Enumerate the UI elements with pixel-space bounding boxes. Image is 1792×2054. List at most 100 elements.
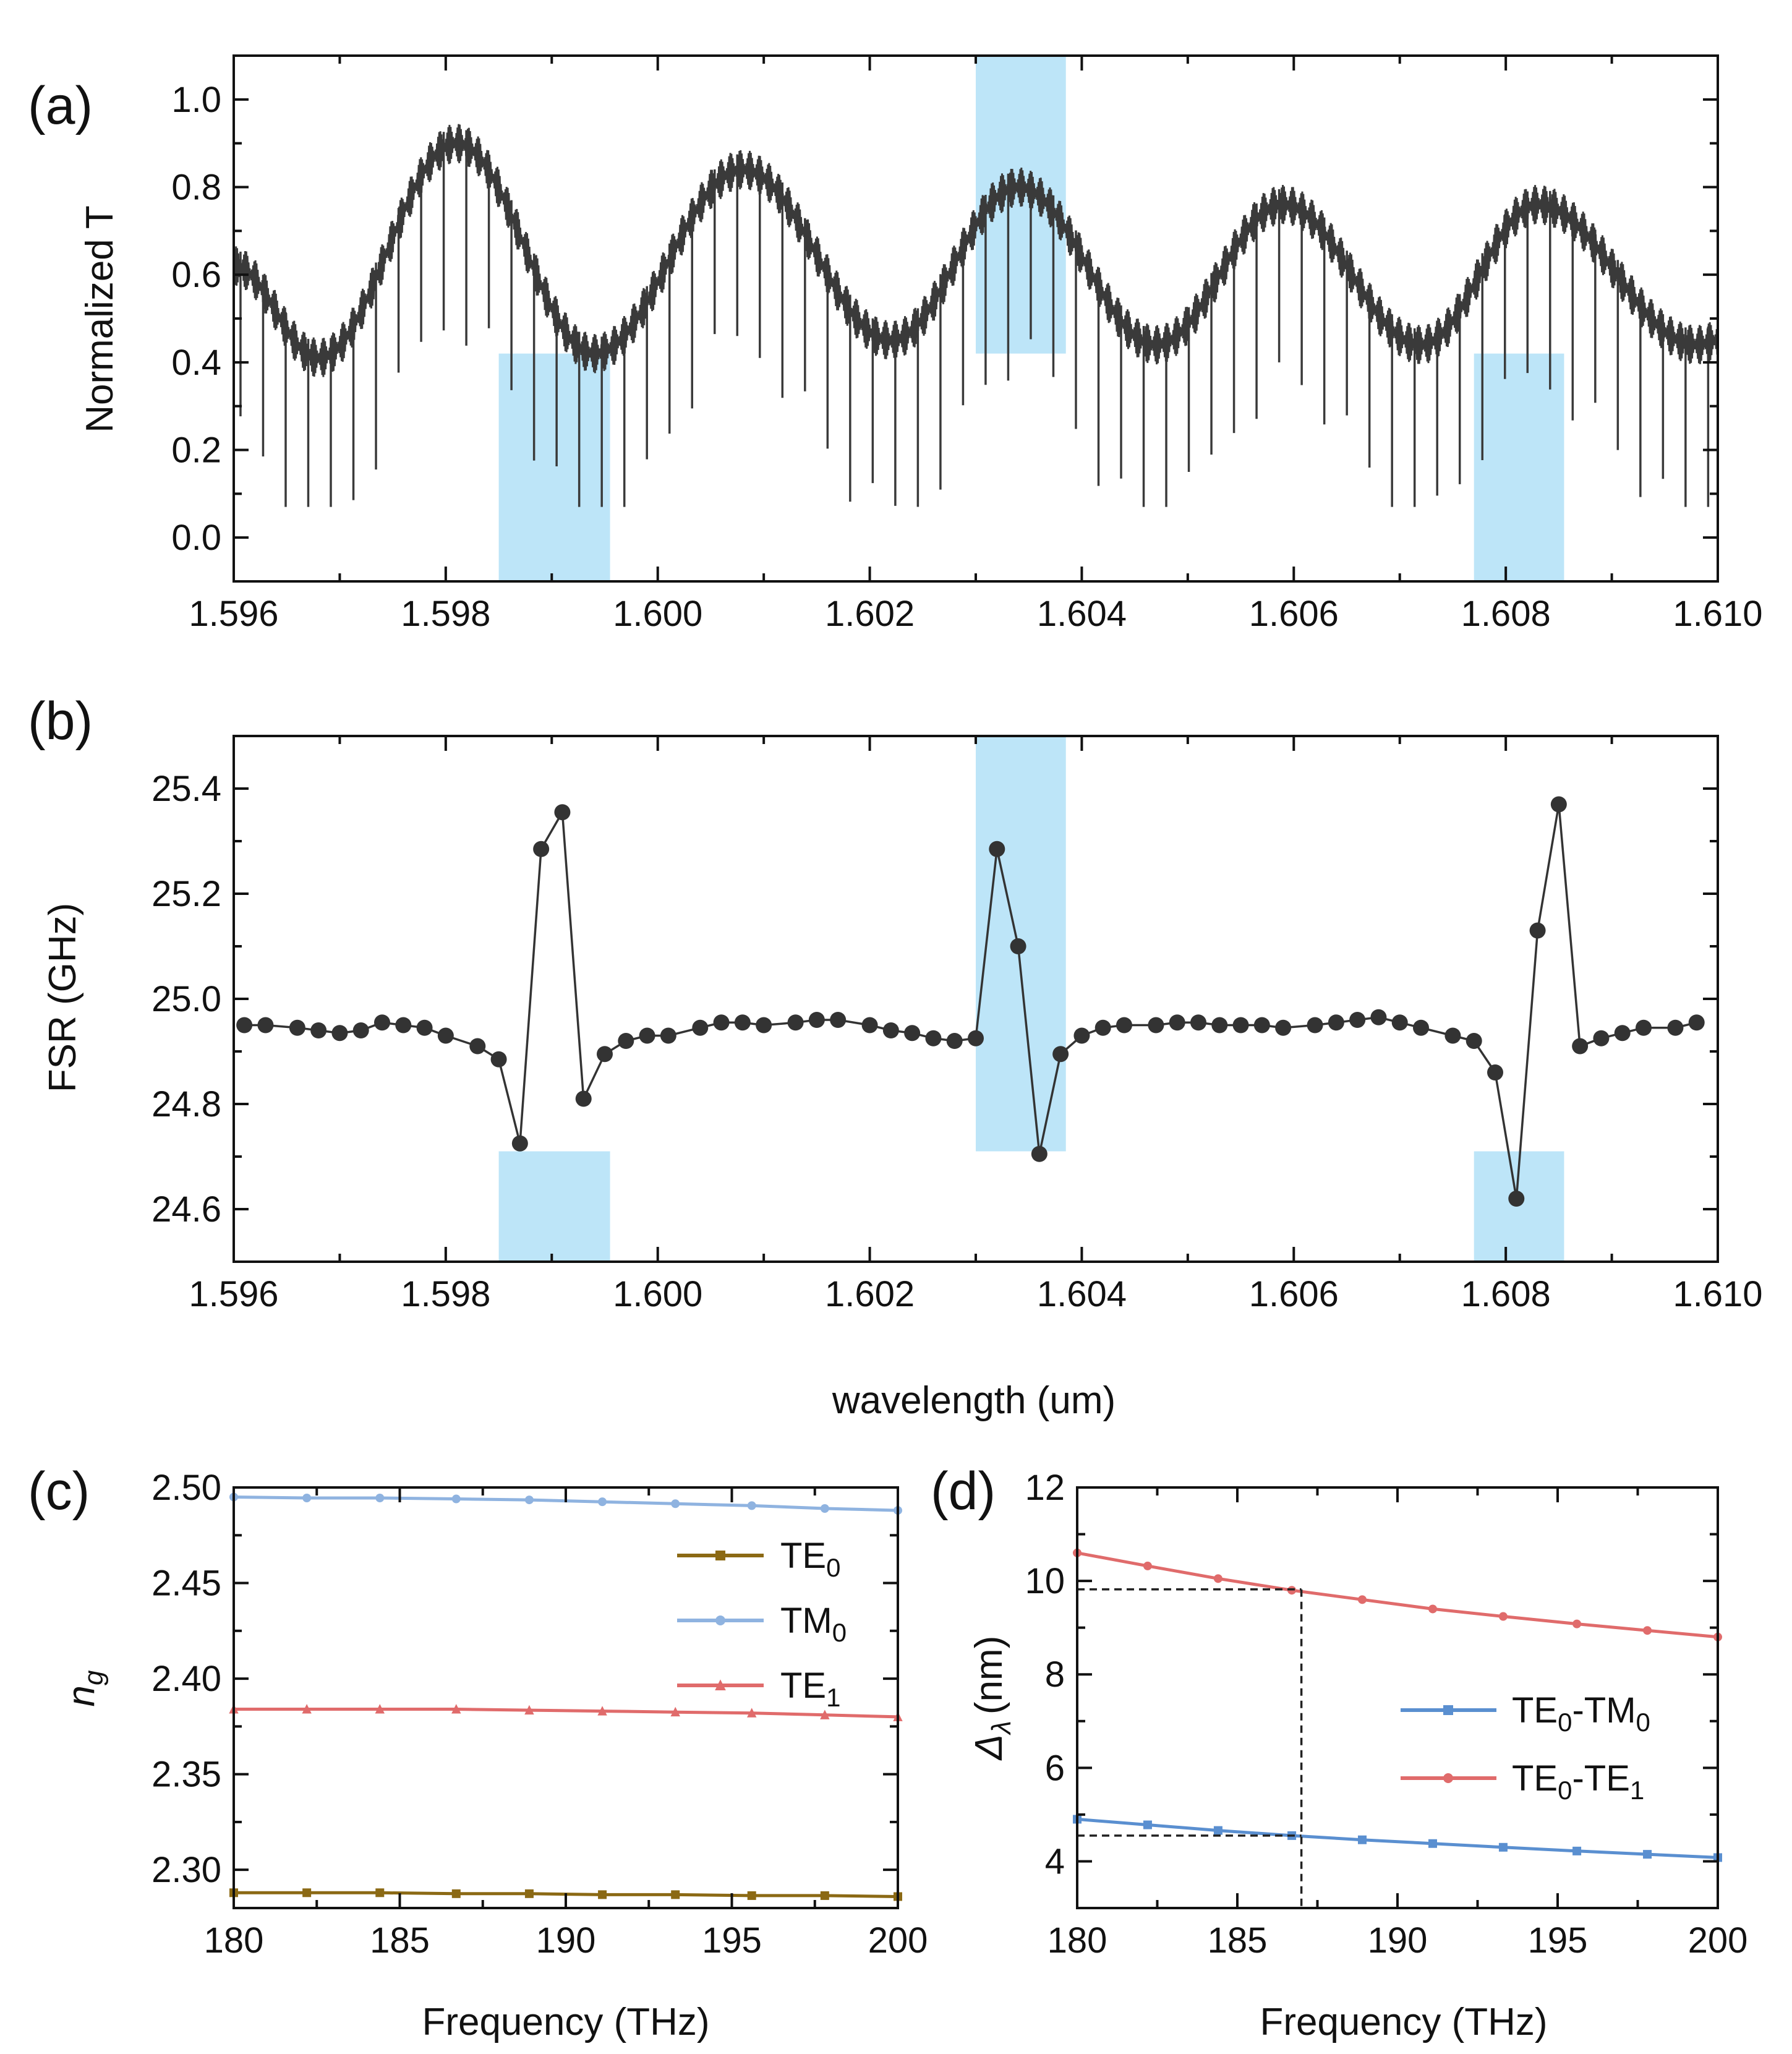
guide-lines xyxy=(1077,1588,1303,1908)
fsr-point xyxy=(1116,1017,1132,1033)
y-tick-label: 24.8 xyxy=(151,1084,221,1124)
legend-label-main: TM xyxy=(780,1601,832,1641)
series-point xyxy=(524,1496,534,1505)
fsr-point xyxy=(1010,938,1026,954)
plot-area xyxy=(233,124,1719,507)
x-tick-label: 195 xyxy=(702,1920,762,1961)
series-line xyxy=(1077,1817,1718,1859)
x-tick-label: 1.604 xyxy=(1037,594,1127,634)
series-point xyxy=(451,1494,461,1504)
series-point xyxy=(598,1890,607,1899)
x-tick-label: 1.596 xyxy=(189,1274,278,1314)
series-point xyxy=(302,1494,312,1502)
fsr-point xyxy=(1370,1009,1387,1025)
fsr-point xyxy=(469,1038,486,1055)
series-point xyxy=(375,1888,385,1898)
fsr-point xyxy=(713,1014,730,1031)
legend-label-main: TE xyxy=(1512,1690,1558,1731)
x-tick-label: 200 xyxy=(1688,1920,1748,1961)
x-tick-label: 1.600 xyxy=(613,1274,702,1314)
series-point xyxy=(1213,1826,1222,1835)
y-tick-label: 2.50 xyxy=(151,1468,221,1508)
y-tick-label: 0.0 xyxy=(171,518,221,558)
fsr-point xyxy=(331,1025,348,1042)
fsr-point xyxy=(1031,1145,1047,1162)
series-point xyxy=(1428,1839,1437,1848)
y-tick-label: 2.40 xyxy=(151,1659,221,1699)
legend-label-subscript: 0 xyxy=(832,1618,847,1647)
x-tick-label: 190 xyxy=(536,1920,596,1961)
series-line-te1 xyxy=(234,1708,898,1719)
fsr-point xyxy=(1073,1027,1090,1044)
x-tick-label: 1.596 xyxy=(189,594,278,634)
y-axis-title: ng xyxy=(60,1670,109,1706)
x-axis-title: Frequency (THz) xyxy=(1260,2001,1547,2043)
transmission-trace xyxy=(233,124,1719,377)
series-point xyxy=(1643,1626,1652,1635)
y-tick-label: 8 xyxy=(1045,1654,1065,1695)
x-tick-label: 1.610 xyxy=(1673,1274,1762,1314)
legend-label: TE0 xyxy=(780,1536,840,1582)
y-tick-label: 12 xyxy=(1025,1468,1065,1508)
fsr-point xyxy=(882,1022,899,1038)
axes: 180 185 190 195 200 2.30 2.35 2.40 2.45 2.50 xyxy=(151,1468,928,1961)
legend-label-subscript-second: 0 xyxy=(1636,1708,1650,1737)
fsr-point xyxy=(310,1022,327,1038)
y-axis-title: FSR (GHz) xyxy=(41,903,84,1093)
fsr-point xyxy=(1529,922,1546,939)
y-tick-label: 25.4 xyxy=(151,769,221,809)
x-axis-title: Frequency (THz) xyxy=(422,2001,709,2043)
legend-label-subscript: 0 xyxy=(826,1553,840,1582)
fsr-point xyxy=(1614,1025,1631,1042)
series-point xyxy=(1213,1574,1222,1583)
y-tick-label: 0.8 xyxy=(171,168,221,208)
x-tick-label: 1.608 xyxy=(1461,1274,1551,1314)
legend-label-second: -TM xyxy=(1572,1690,1636,1731)
fsr-line xyxy=(244,804,1697,1199)
y-axis-title-main: Δ xyxy=(968,1734,1010,1761)
series-point xyxy=(747,1708,757,1718)
series-point xyxy=(598,1497,607,1507)
fsr-point xyxy=(533,841,550,857)
series-point xyxy=(1572,1846,1582,1855)
fsr-point xyxy=(1052,1046,1069,1063)
plot-area xyxy=(1073,1548,1722,1862)
series-point xyxy=(375,1704,385,1714)
fsr-point xyxy=(660,1027,676,1044)
series-point xyxy=(1143,1561,1152,1570)
highlight-region xyxy=(498,1151,610,1262)
series-point xyxy=(820,1504,829,1513)
fsr-point xyxy=(787,1014,804,1031)
fsr-point xyxy=(511,1135,528,1152)
legend-label-second: -TE xyxy=(1572,1758,1629,1799)
legend-label: TE0-TE1 xyxy=(1512,1758,1644,1805)
fsr-point xyxy=(289,1019,305,1036)
y-axis-title-main: n xyxy=(60,1685,103,1706)
fsr-point xyxy=(1444,1027,1461,1044)
fsr-point xyxy=(1253,1017,1270,1033)
y-tick-label: 25.0 xyxy=(151,979,221,1019)
panel-label: (d) xyxy=(931,1461,996,1521)
series-point xyxy=(451,1704,461,1714)
series-point xyxy=(1498,1612,1508,1621)
x-tick-label: 1.598 xyxy=(401,1274,490,1314)
fsr-point xyxy=(1169,1014,1185,1031)
legend-label: TE1 xyxy=(780,1666,840,1712)
fsr-point xyxy=(554,804,571,821)
legend-marker xyxy=(715,1615,725,1625)
x-tick-label: 1.608 xyxy=(1461,594,1551,634)
series-point xyxy=(302,1704,312,1714)
fsr-point xyxy=(236,1017,253,1033)
fsr-point xyxy=(1487,1064,1503,1080)
series-point xyxy=(302,1888,312,1898)
x-tick-label: 190 xyxy=(1368,1920,1428,1961)
y-tick-label: 4 xyxy=(1045,1841,1065,1881)
series-point xyxy=(1572,1619,1582,1628)
fsr-point xyxy=(618,1033,634,1049)
series-point xyxy=(375,1494,385,1502)
y-axis-title-subscript: g xyxy=(79,1670,109,1685)
legend-marker xyxy=(1443,1705,1453,1715)
series-point xyxy=(1498,1842,1508,1852)
